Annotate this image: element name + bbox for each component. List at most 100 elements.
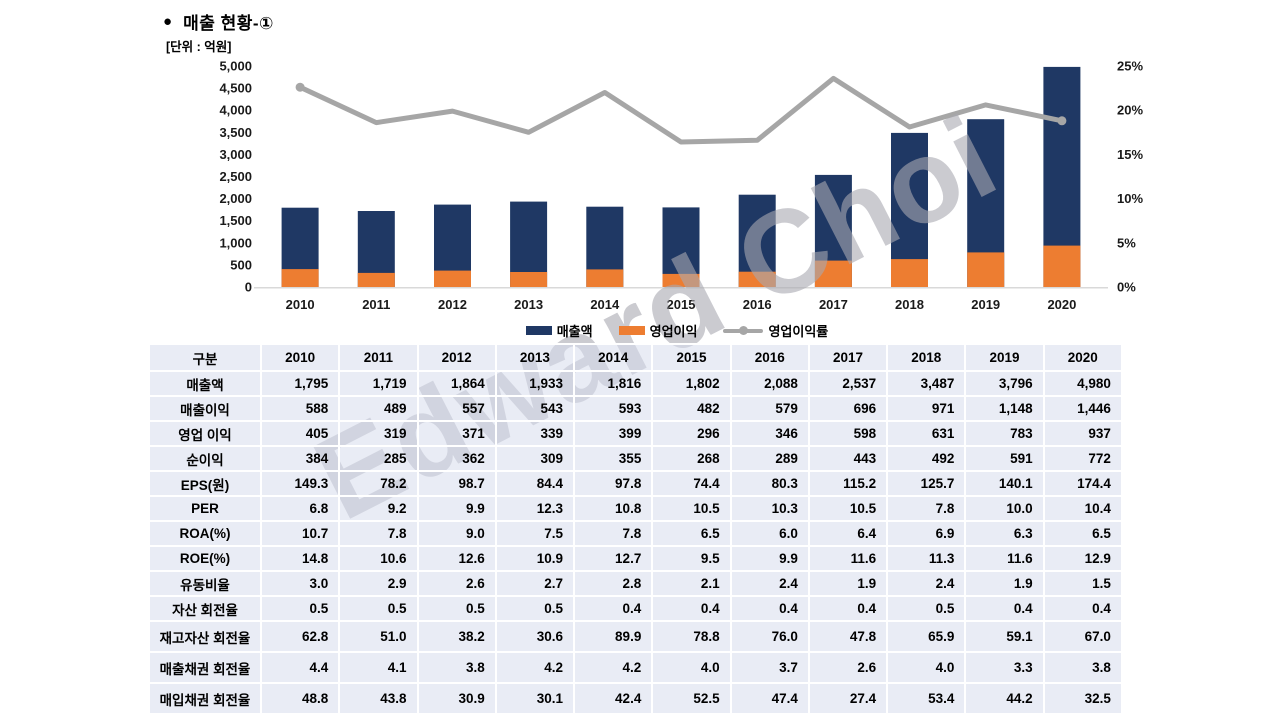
table-cell: 2,537	[807, 370, 889, 397]
table-cell: 0.5	[416, 595, 497, 622]
bar-영업이익-2019	[967, 252, 1005, 287]
table-cell: 32.5	[1042, 682, 1123, 715]
table-header-cell: 2012	[416, 343, 497, 372]
table-header-row: 구분 2010 2011 2012 2013 2014 2015 2016 2017 2018 20…	[148, 343, 1123, 372]
table-cell: 7.8	[573, 520, 654, 547]
table-cell: 1,816	[573, 370, 654, 397]
table-cell: 52.5	[651, 682, 732, 715]
table-cell: 268	[651, 445, 732, 472]
legend-label: 영업이익률	[768, 324, 829, 339]
table-cell: 339	[494, 420, 576, 447]
right-axis-tick: 10%	[1117, 191, 1143, 206]
x-axis-label: 2014	[590, 297, 620, 312]
table-cell: 0.4	[729, 595, 810, 622]
table-cell: 1.9	[964, 570, 1045, 597]
table-cell: 0.4	[651, 595, 732, 622]
margin-line	[297, 75, 1065, 145]
line-endpoint-marker	[295, 82, 305, 92]
right-axis-tick: 20%	[1117, 103, 1143, 118]
table-cell: 38.2	[416, 620, 497, 653]
table-cell: 7.5	[494, 520, 576, 547]
table-cell: 149.3	[259, 470, 341, 497]
table-cell: 2.1	[651, 570, 732, 597]
table-cell: 0.4	[807, 595, 889, 622]
bar-매출액-2016	[738, 194, 776, 287]
table-cell: 6.8	[259, 495, 341, 522]
table-cell: 78.8	[651, 620, 732, 653]
bar-영업이익-2014	[586, 269, 624, 287]
table-cell: 7.8	[338, 520, 419, 547]
table-cell: 2.4	[729, 570, 810, 597]
right-axis-tick: 25%	[1117, 59, 1143, 74]
table-cell: 10.9	[494, 545, 576, 572]
table-row: 매출액 1,795 1,719 1,864 1,933 1,816 1,802 2,088 2,…	[148, 370, 1123, 397]
legend-line-icon	[723, 326, 764, 335]
table-cell: 2.4	[886, 570, 967, 597]
table-cell: 482	[651, 395, 732, 422]
table-cell: 384	[259, 445, 341, 472]
page-title: 매출 현황-①	[183, 14, 274, 33]
table-cell: 53.4	[886, 682, 967, 715]
unit-label: [단위 : 억원]	[166, 40, 232, 54]
table-cell: 10.0	[964, 495, 1045, 522]
table-cell: 125.7	[886, 470, 967, 497]
table-cell: 2.6	[416, 570, 497, 597]
table-cell: 631	[886, 420, 967, 447]
row-label: 영업 이익	[148, 420, 262, 447]
chart-legend: 매출액 영업이익 영업이익률	[172, 321, 1182, 340]
table-cell: 1.5	[1042, 570, 1123, 597]
financial-table: 구분 2010 2011 2012 2013 2014 2015 2016 2017 2018 20…	[148, 343, 1123, 715]
bar-영업이익-2012	[434, 270, 471, 287]
table-cell: 12.6	[416, 545, 497, 572]
left-axis-tick: 1,500	[219, 213, 252, 228]
x-axis-label: 2011	[362, 297, 390, 312]
table-cell: 0.5	[494, 595, 576, 622]
table-cell: 3.8	[1042, 651, 1123, 684]
table-cell: 289	[729, 445, 810, 472]
table-cell: 98.7	[416, 470, 497, 497]
table-cell: 4.2	[573, 651, 654, 684]
table-cell: 0.4	[573, 595, 654, 622]
table-cell: 2.7	[494, 570, 576, 597]
table-cell: 3.0	[259, 570, 341, 597]
x-axis-label: 2019	[971, 297, 1000, 312]
table-row: EPS(원) 149.3 78.2 98.7 84.4 97.8 74.4 80.3 115.2…	[148, 470, 1123, 497]
table-cell: 3,796	[964, 370, 1045, 397]
table-cell: 48.8	[259, 682, 341, 715]
table-header-cell: 2016	[729, 343, 810, 372]
row-label: 자산 회전율	[148, 595, 262, 622]
bar-영업이익-2016	[738, 271, 776, 287]
row-label: ROE(%)	[148, 545, 262, 572]
table-row: 순이익 384 285 362 309 355 268 289 443 492 591 772	[148, 445, 1123, 472]
legend-swatch-icon	[525, 326, 552, 335]
table-cell: 12.9	[1042, 545, 1123, 572]
table-cell: 593	[573, 395, 654, 422]
table-cell: 10.6	[338, 545, 419, 572]
table-cell: 2,088	[729, 370, 810, 397]
table-header-cell: 2014	[573, 343, 654, 372]
table-row: 유동비율 3.0 2.9 2.6 2.7 2.8 2.1 2.4 1.9 2.4 1.9 1.5	[148, 570, 1123, 597]
table-cell: 2.9	[338, 570, 419, 597]
legend-label: 매출액	[556, 324, 593, 339]
table-cell: 80.3	[729, 470, 810, 497]
table-cell: 174.4	[1042, 470, 1123, 497]
table-header-cell: 구분	[148, 343, 262, 372]
table-cell: 6.5	[1042, 520, 1123, 547]
row-label: 유동비율	[148, 570, 262, 597]
table-cell: 4.2	[494, 651, 576, 684]
table-cell: 557	[416, 395, 497, 422]
row-label: 순이익	[148, 445, 262, 472]
bar-영업이익-2020	[1043, 245, 1081, 287]
legend-item-영업이익률: 영업이익률	[723, 321, 828, 340]
table-cell: 30.1	[494, 682, 576, 715]
table-cell: 47.4	[729, 682, 810, 715]
table-cell: 14.8	[259, 545, 341, 572]
table-cell: 0.5	[259, 595, 341, 622]
table-cell: 3.8	[416, 651, 497, 684]
left-axis-tick: 1,000	[219, 235, 252, 250]
left-axis-tick: 2,500	[219, 169, 252, 184]
table-cell: 9.5	[651, 545, 732, 572]
table-cell: 27.4	[807, 682, 889, 715]
table-body: 매출액 1,795 1,719 1,864 1,933 1,816 1,802 2,088 2,…	[148, 370, 1123, 715]
table-cell: 4.0	[886, 651, 967, 684]
